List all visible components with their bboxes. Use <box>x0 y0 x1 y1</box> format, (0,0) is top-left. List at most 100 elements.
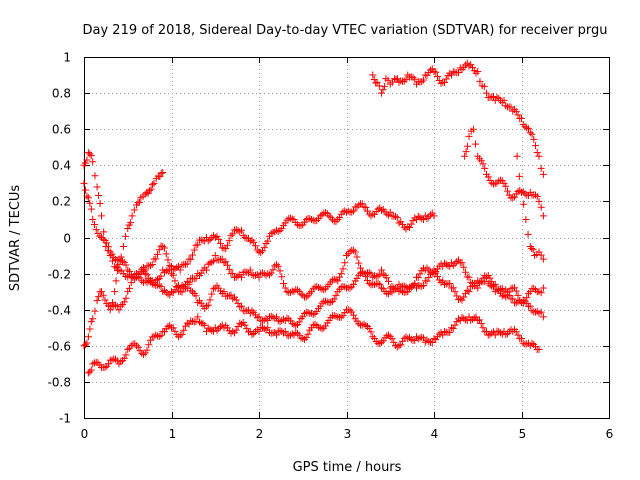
data-point <box>80 342 88 350</box>
data-point <box>278 273 286 281</box>
data-point <box>460 263 468 271</box>
y-axis: -1 -0.8 -0.6 -0.4 -0.2 0 0.2 0.4 0.6 0.8 1 <box>48 51 609 426</box>
y-tick-label: -1 <box>59 412 71 426</box>
data-point <box>126 284 133 292</box>
data-point <box>427 66 434 74</box>
data-point <box>187 286 195 294</box>
data-point <box>241 234 249 242</box>
data-point <box>81 186 89 194</box>
data-point <box>533 307 541 315</box>
data-point <box>290 215 298 223</box>
data-point <box>192 241 200 249</box>
data-point <box>339 312 347 320</box>
data-point <box>138 268 146 276</box>
data-point <box>355 201 363 209</box>
data-point <box>369 71 377 79</box>
data-point <box>98 234 105 241</box>
data-point <box>260 244 268 252</box>
data-point <box>446 262 454 270</box>
data-point <box>449 261 457 269</box>
data-point <box>89 158 97 166</box>
data-point <box>183 284 191 292</box>
data-point <box>385 211 392 219</box>
data-point <box>350 280 357 288</box>
data-point <box>299 335 307 343</box>
data-point <box>390 338 398 346</box>
data-point <box>250 238 258 246</box>
data-point <box>215 235 223 243</box>
data-point <box>379 337 387 345</box>
data-point <box>278 225 286 233</box>
data-point <box>269 266 277 274</box>
data-point <box>152 255 160 263</box>
data-point <box>500 179 508 187</box>
data-point <box>91 220 98 228</box>
data-point <box>124 224 132 232</box>
data-point <box>194 313 202 321</box>
data-point <box>124 345 132 353</box>
data-point <box>203 266 210 274</box>
data-point <box>112 355 119 363</box>
data-point <box>395 78 403 86</box>
data-point <box>472 140 480 148</box>
data-point <box>462 268 469 276</box>
data-point <box>178 330 186 338</box>
data-point <box>255 313 263 321</box>
data-point <box>316 302 324 310</box>
data-point <box>189 251 196 259</box>
data-point <box>157 272 165 280</box>
data-point <box>197 269 205 277</box>
data-point <box>409 73 417 81</box>
data-point <box>523 124 531 132</box>
data-point <box>460 293 468 301</box>
data-point <box>337 313 345 321</box>
data-point <box>120 298 128 306</box>
data-point <box>86 150 94 158</box>
data-point <box>386 333 394 341</box>
data-point <box>449 284 457 292</box>
data-point <box>528 130 536 138</box>
data-point <box>341 283 349 291</box>
data-point <box>362 272 370 280</box>
data-point <box>313 216 321 224</box>
data-point <box>119 257 126 265</box>
series-track-8 <box>513 152 547 263</box>
data-point <box>498 292 506 300</box>
data-point <box>117 302 125 310</box>
data-point <box>83 339 91 347</box>
data-point <box>224 324 231 332</box>
data-point <box>183 260 191 268</box>
data-point <box>358 269 366 277</box>
data-point <box>364 276 371 284</box>
data-point <box>376 281 384 289</box>
data-point <box>276 267 284 275</box>
data-point <box>341 259 349 267</box>
data-point <box>287 214 294 222</box>
data-point <box>512 287 520 295</box>
data-point <box>343 252 350 260</box>
data-point <box>514 331 522 339</box>
data-point <box>325 317 333 325</box>
data-point <box>385 331 392 339</box>
data-point <box>229 295 237 303</box>
data-point <box>84 333 92 341</box>
data-point <box>400 77 408 85</box>
data-point <box>236 303 244 311</box>
data-point <box>224 292 231 300</box>
data-point <box>322 322 329 330</box>
data-point <box>500 96 508 104</box>
data-point <box>432 269 440 277</box>
data-point <box>127 279 135 287</box>
data-point <box>428 268 436 276</box>
data-point <box>358 200 366 208</box>
data-point <box>465 273 473 281</box>
data-point <box>215 256 223 264</box>
data-point <box>166 266 174 274</box>
data-point <box>100 228 108 236</box>
data-point <box>515 172 523 180</box>
data-point <box>217 323 224 331</box>
data-point <box>264 317 272 325</box>
data-point <box>194 241 202 249</box>
data-point <box>266 271 273 279</box>
data-point <box>390 286 398 294</box>
